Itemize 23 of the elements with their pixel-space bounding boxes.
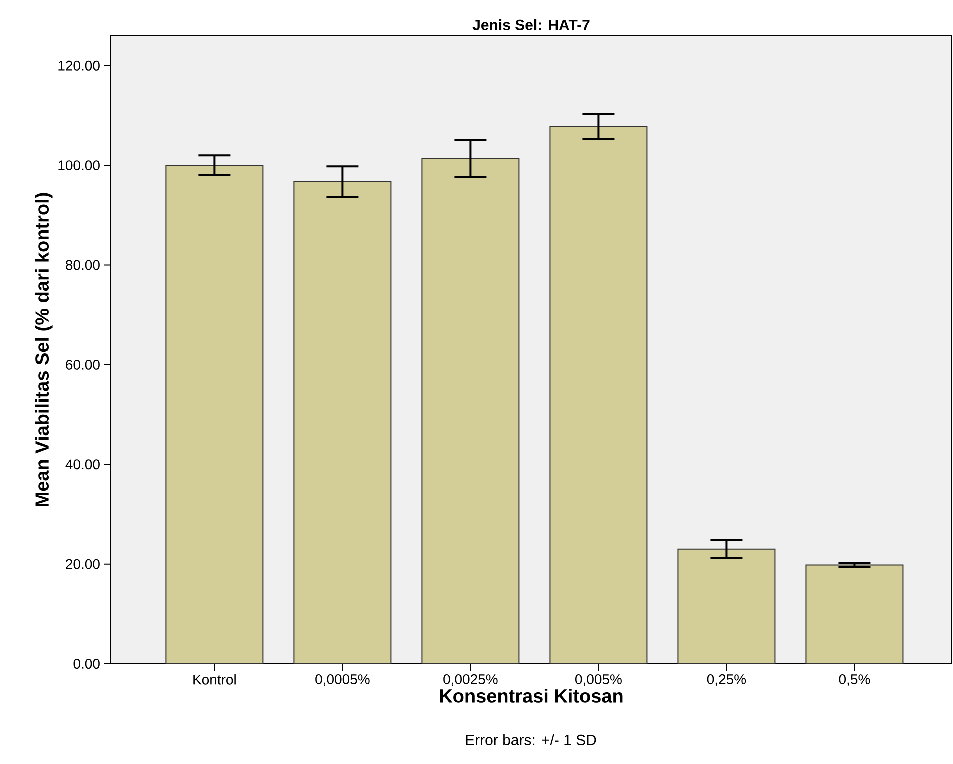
x-tick-label: 0,005%	[576, 674, 622, 686]
bar	[550, 126, 648, 664]
y-tick-label: 20.00	[66, 559, 100, 570]
bar	[422, 158, 520, 664]
x-tick-label: 0,25%	[707, 674, 746, 686]
x-tick-label: Kontrol	[194, 674, 236, 685]
bar	[806, 564, 904, 664]
bar	[294, 182, 392, 664]
x-tick-label: 0,0005%	[316, 674, 370, 686]
y-tick-label: 60.00	[66, 360, 100, 370]
y-tick-label: 40.00	[66, 460, 100, 470]
x-tick-label: 0,5%	[839, 674, 870, 686]
y-tick-label: 100.00	[58, 160, 100, 171]
bar	[678, 548, 776, 664]
y-tick-label: 80.00	[66, 260, 100, 270]
y-axis-title: Mean Viabilitas Sel (% dari kontrol)	[35, 193, 53, 506]
x-axis-title: Konsentrasi Kitosan	[440, 688, 623, 703]
y-tick-label: 0.00	[74, 659, 100, 669]
x-tick-label: 0,0025%	[444, 674, 498, 686]
y-tick-label: 120.00	[58, 60, 100, 71]
bar	[166, 165, 264, 664]
text: Error bars: +/- 1 SD	[466, 734, 596, 746]
chart-title: Jenis Sel: HAT-7	[472, 19, 590, 30]
